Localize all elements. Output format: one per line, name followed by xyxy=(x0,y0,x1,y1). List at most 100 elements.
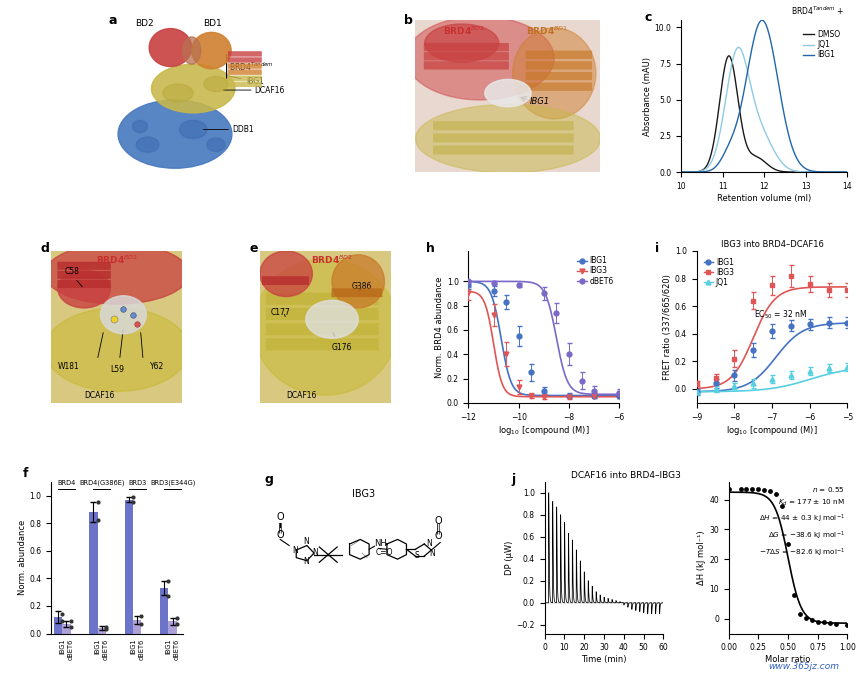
Text: BRD4$^{BD1}$: BRD4$^{BD1}$ xyxy=(526,25,568,37)
Point xyxy=(776,500,789,511)
Text: L59: L59 xyxy=(110,365,124,375)
Ellipse shape xyxy=(149,28,192,67)
Text: BRD4$^{BD2}$: BRD4$^{BD2}$ xyxy=(311,254,354,266)
Bar xyxy=(133,620,141,634)
Legend: DMSO, JQ1, IBG1: DMSO, JQ1, IBG1 xyxy=(800,27,844,63)
Text: BD2: BD2 xyxy=(135,20,154,28)
Point xyxy=(811,616,824,627)
Y-axis label: Norm. abundance: Norm. abundance xyxy=(18,520,27,595)
Text: DDB1: DDB1 xyxy=(232,125,253,134)
Point xyxy=(758,485,771,495)
Bar xyxy=(125,499,133,634)
FancyBboxPatch shape xyxy=(526,51,592,59)
Text: ‖: ‖ xyxy=(436,524,441,534)
Text: O: O xyxy=(276,512,284,522)
Title: IBG3 into BRD4–DCAF16: IBG3 into BRD4–DCAF16 xyxy=(721,240,823,249)
Text: ‖: ‖ xyxy=(278,522,282,533)
Point xyxy=(746,484,759,495)
FancyBboxPatch shape xyxy=(228,63,262,69)
Text: O: O xyxy=(435,516,443,526)
Ellipse shape xyxy=(332,255,384,308)
Ellipse shape xyxy=(425,24,499,62)
Point xyxy=(823,618,836,629)
Y-axis label: Absorbance (mAU): Absorbance (mAU) xyxy=(643,57,651,135)
Text: EC$_{50}$ = 32 nM: EC$_{50}$ = 32 nM xyxy=(754,309,807,321)
FancyBboxPatch shape xyxy=(57,280,111,288)
Text: DCAF16 into BRD4–IBG3: DCAF16 into BRD4–IBG3 xyxy=(571,470,681,480)
Ellipse shape xyxy=(415,104,601,173)
Text: i: i xyxy=(655,242,658,255)
Text: d: d xyxy=(41,242,50,255)
Ellipse shape xyxy=(260,251,312,297)
FancyBboxPatch shape xyxy=(526,72,592,80)
FancyBboxPatch shape xyxy=(57,271,111,279)
Text: NH: NH xyxy=(374,539,387,547)
Text: BRD4: BRD4 xyxy=(57,480,75,486)
Text: DCAF16: DCAF16 xyxy=(84,391,115,400)
Text: C58: C58 xyxy=(64,267,80,276)
FancyBboxPatch shape xyxy=(228,82,262,87)
Text: c: c xyxy=(645,11,651,24)
Text: O: O xyxy=(435,531,443,541)
FancyBboxPatch shape xyxy=(266,338,378,350)
Text: N: N xyxy=(293,546,299,555)
Y-axis label: DP (μW): DP (μW) xyxy=(505,541,514,575)
Text: $n$ = 0.55
$K$$_{d}$ = 177 ± 10 nM
Δ$H$ = 44 ± 0.3 kJ mol$^{-1}$
Δ$G$ = −38.6 kJ: $n$ = 0.55 $K$$_{d}$ = 177 ± 10 nM Δ$H$ … xyxy=(758,485,845,559)
Ellipse shape xyxy=(136,137,159,152)
FancyBboxPatch shape xyxy=(433,133,574,142)
Text: N: N xyxy=(312,547,318,557)
Point xyxy=(740,484,753,495)
Text: N: N xyxy=(303,537,309,546)
Point xyxy=(770,488,783,499)
Text: a: a xyxy=(108,14,116,27)
Text: O: O xyxy=(276,530,284,540)
FancyBboxPatch shape xyxy=(266,308,378,320)
Text: f: f xyxy=(22,466,28,480)
Text: N: N xyxy=(430,549,436,558)
Text: BRD4$^{BD2}$: BRD4$^{BD2}$ xyxy=(96,254,138,266)
Point xyxy=(782,539,795,550)
Point xyxy=(752,484,765,495)
Text: www.365jz.com: www.365jz.com xyxy=(768,662,839,671)
Bar xyxy=(62,624,70,634)
Point xyxy=(734,484,747,495)
Point xyxy=(793,609,806,619)
Ellipse shape xyxy=(163,84,193,102)
Text: BRD3: BRD3 xyxy=(128,480,146,486)
FancyBboxPatch shape xyxy=(526,82,592,91)
FancyBboxPatch shape xyxy=(266,323,378,335)
X-axis label: Retention volume (ml): Retention volume (ml) xyxy=(717,193,811,202)
Ellipse shape xyxy=(180,121,207,139)
FancyBboxPatch shape xyxy=(424,61,509,69)
Text: BRD4$^{Tandem}$: BRD4$^{Tandem}$ xyxy=(229,61,274,73)
Text: G176: G176 xyxy=(332,342,353,352)
Y-axis label: ΔH (kJ mol⁻¹): ΔH (kJ mol⁻¹) xyxy=(698,530,706,585)
Text: G386: G386 xyxy=(352,282,372,291)
Legend: IBG1, IBG3, JQ1: IBG1, IBG3, JQ1 xyxy=(700,255,737,290)
Ellipse shape xyxy=(484,80,531,106)
Point xyxy=(799,613,812,623)
FancyBboxPatch shape xyxy=(57,262,111,270)
Point xyxy=(817,617,830,627)
Text: DCAF16: DCAF16 xyxy=(255,86,285,94)
Ellipse shape xyxy=(45,308,189,392)
Y-axis label: Norm. BRD4 abundance: Norm. BRD4 abundance xyxy=(435,276,444,377)
Text: DCAF16: DCAF16 xyxy=(286,391,317,400)
Ellipse shape xyxy=(407,16,554,100)
FancyBboxPatch shape xyxy=(228,75,262,81)
FancyBboxPatch shape xyxy=(424,43,509,51)
Text: Y62: Y62 xyxy=(150,363,163,371)
Ellipse shape xyxy=(204,76,228,92)
FancyBboxPatch shape xyxy=(228,51,262,57)
Ellipse shape xyxy=(152,64,235,113)
Ellipse shape xyxy=(45,243,189,304)
Text: W181: W181 xyxy=(58,363,80,371)
Point xyxy=(841,619,854,630)
Text: C=O: C=O xyxy=(375,547,393,557)
Bar xyxy=(98,628,106,634)
Ellipse shape xyxy=(58,270,110,308)
FancyBboxPatch shape xyxy=(266,293,378,305)
Text: N: N xyxy=(303,557,309,565)
Ellipse shape xyxy=(192,32,231,69)
Text: IBG1: IBG1 xyxy=(229,76,265,86)
